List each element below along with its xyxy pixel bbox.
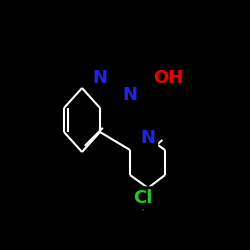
Text: N: N	[122, 86, 138, 104]
Text: N: N	[92, 69, 108, 87]
Text: OH: OH	[153, 69, 183, 87]
Text: Cl: Cl	[133, 189, 153, 207]
Text: OH: OH	[153, 69, 183, 87]
Text: N: N	[122, 86, 138, 104]
Text: N: N	[140, 129, 156, 147]
Text: N: N	[140, 129, 156, 147]
Text: Cl: Cl	[133, 189, 153, 207]
Text: N: N	[92, 69, 108, 87]
